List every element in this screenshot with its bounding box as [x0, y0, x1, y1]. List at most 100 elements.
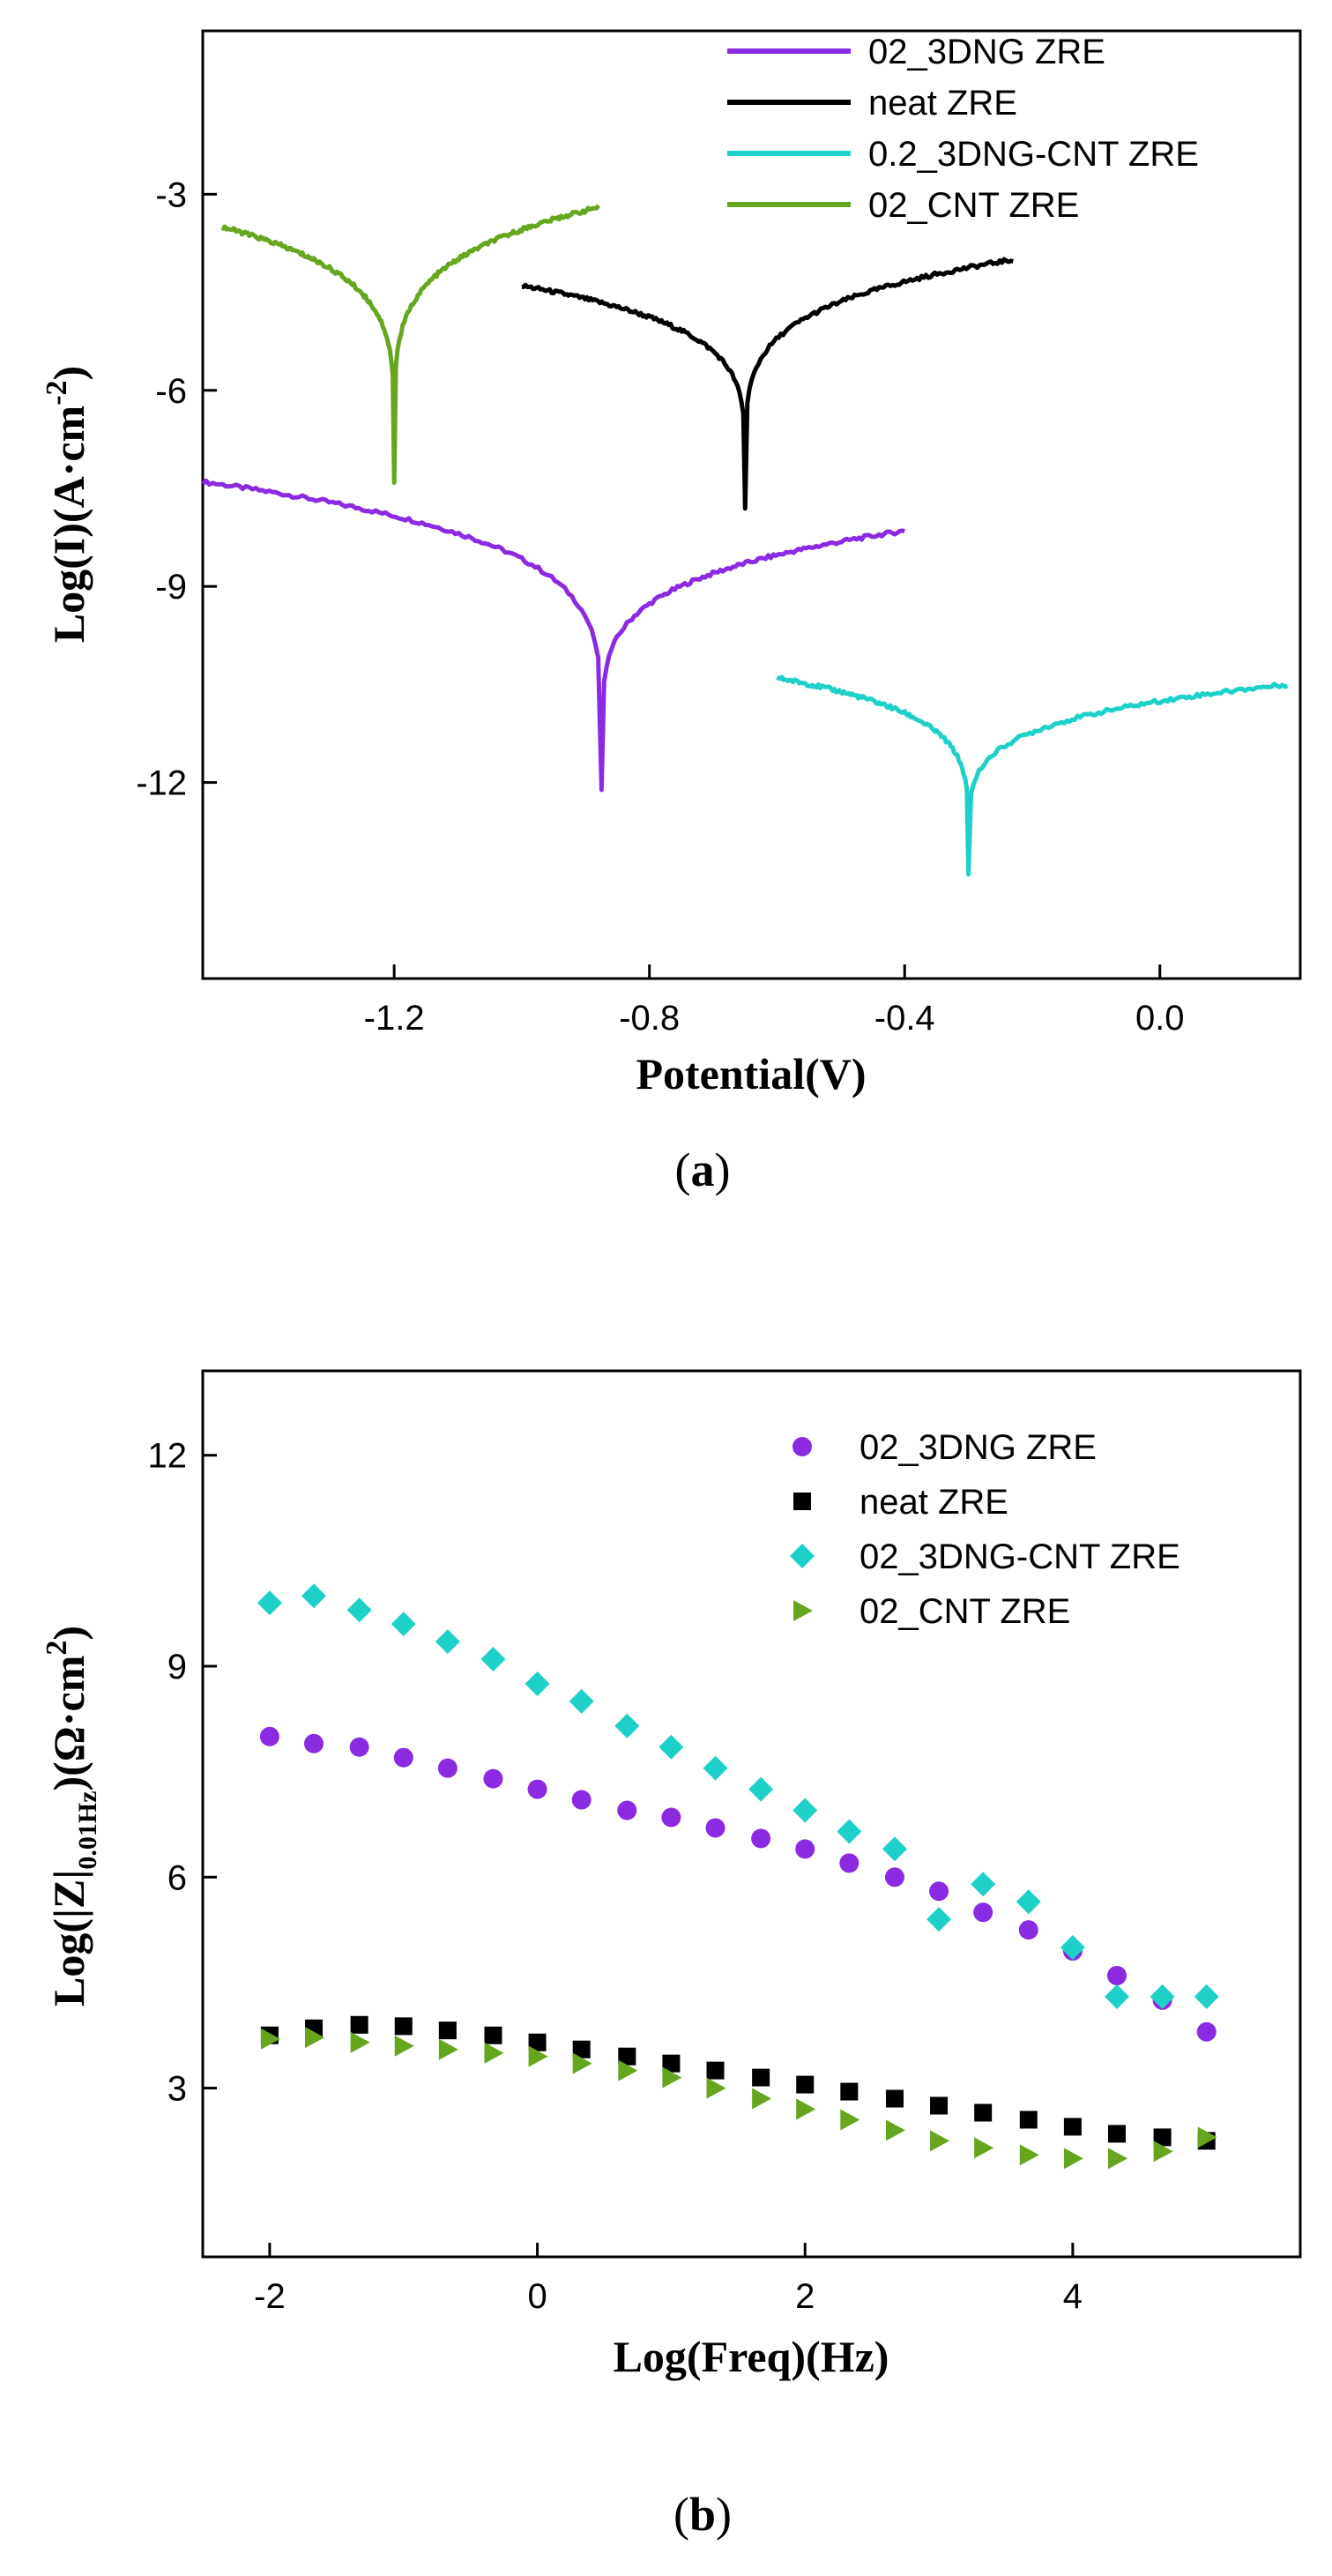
legend-label: 02_CNT ZRE — [868, 186, 1079, 225]
data-point — [971, 1872, 996, 1897]
data-point — [930, 2096, 949, 2115]
data-point — [929, 1881, 949, 1902]
panel-caption-letter: b — [689, 2488, 716, 2541]
y-axis-label-main: Log(I)(A·cm — [44, 406, 93, 643]
y-axis-label-sub: 0.01Hz — [73, 1791, 102, 1869]
legend: 02_3DNG ZRE neat ZRE 02_3DNG-CNT ZRE 02_CNT… — [790, 1428, 1180, 1631]
data-point — [885, 2119, 905, 2141]
x-tick-label: 0.0 — [1135, 999, 1185, 1038]
data-point — [617, 1800, 637, 1820]
y-tick-label: -12 — [136, 764, 187, 803]
legend-label: 02_3DNG ZRE — [868, 33, 1105, 71]
x-axis-label: Log(Freq)(Hz) — [614, 2332, 889, 2381]
data-point — [840, 2109, 860, 2131]
x-axis-label: Potential(V) — [636, 1049, 866, 1098]
y-axis-label-mid: )(Ω·cm — [44, 1656, 93, 1791]
data-point — [391, 1612, 416, 1637]
legend-label: 02_CNT ZRE — [859, 1592, 1070, 1631]
data-point — [483, 1768, 503, 1789]
data-point — [839, 1853, 859, 1873]
data-point — [394, 2035, 414, 2057]
data-point — [525, 1671, 550, 1696]
data-point — [301, 1583, 327, 1609]
impedance-chart: -2 0 2 4 3 6 9 12 02_3DNG ZRE neat ZRE 02_3DNG-C… — [41, 1369, 1302, 2541]
data-point — [1194, 1984, 1219, 2009]
y-tick-label: 6 — [167, 1858, 187, 1897]
y-tick-label: 12 — [148, 1437, 188, 1476]
series-line — [521, 257, 1014, 511]
data-point — [1196, 2021, 1217, 2042]
x-tick-label: -1.2 — [364, 999, 425, 1038]
legend-label: 0.2_3DNG-CNT ZRE — [868, 135, 1199, 174]
data-point — [480, 1647, 506, 1672]
y-axis-label-close: ) — [44, 366, 93, 381]
y-axis-label: Log(I)(A·cm-2) — [41, 366, 93, 643]
data-point — [614, 1713, 640, 1738]
data-point — [1150, 1984, 1175, 2009]
y-tick-label: -9 — [155, 568, 187, 607]
x-axis: -1.2 -0.8 -0.4 0.0 — [364, 964, 1185, 1038]
data-point — [796, 2075, 815, 2094]
data-point — [260, 2028, 280, 2050]
data-point — [305, 2027, 325, 2049]
data-point — [1106, 1965, 1127, 1985]
data-point — [346, 1597, 372, 1623]
x-tick-label: -0.4 — [874, 999, 935, 1038]
data-point — [1016, 1889, 1041, 1915]
legend-label: 02_3DNG ZRE — [859, 1428, 1097, 1467]
data-point — [706, 2077, 726, 2099]
y-axis-label-main: Log(|Z| — [44, 1870, 93, 2006]
data-point — [1104, 1984, 1129, 2009]
data-point — [1019, 2144, 1039, 2166]
data-point — [528, 2045, 548, 2067]
data-point — [304, 1733, 324, 1753]
data-point — [1063, 2148, 1083, 2170]
data-point — [973, 1902, 993, 1923]
legend-label: neat ZRE — [859, 1483, 1008, 1522]
data-point — [484, 2042, 504, 2064]
data-point — [438, 2038, 458, 2060]
data-point — [837, 1819, 862, 1844]
data-point — [1063, 2118, 1082, 2136]
y-axis: 3 6 9 12 — [148, 1437, 217, 2109]
data-point — [1153, 2140, 1173, 2163]
data-point — [438, 2021, 457, 2040]
data-point — [793, 1798, 818, 1823]
data-point — [1153, 2128, 1172, 2147]
y-axis-label-close: ) — [44, 1626, 93, 1641]
data-point — [705, 1818, 726, 1838]
series-line — [220, 204, 600, 486]
data-point — [618, 2059, 638, 2081]
data-point — [618, 2047, 636, 2066]
series-line — [201, 478, 905, 793]
data-point — [394, 2017, 413, 2036]
data-point — [885, 2089, 904, 2108]
plot-frame — [201, 1369, 1302, 2259]
data-point — [752, 2068, 770, 2087]
x-axis: -2 0 2 4 — [254, 2243, 1083, 2316]
panel-a: -1.2 -0.8 -0.4 0.0 -3 -6 -9 -12 02_3DNG ZRE nea… — [0, 0, 1332, 1234]
legend-label: 02_3DNG-CNT ZRE — [859, 1537, 1180, 1576]
data-point — [795, 1839, 815, 1859]
data-point — [572, 2040, 591, 2059]
legend-marker — [793, 1493, 811, 1510]
data-point — [350, 2031, 370, 2053]
data-point — [661, 1807, 681, 1828]
data-point — [527, 1779, 547, 1799]
data-point — [974, 2137, 994, 2159]
x-tick-label: 0 — [527, 2277, 547, 2316]
data-point — [1107, 2148, 1127, 2170]
panel-caption: (b) — [673, 2488, 732, 2541]
data-point — [882, 1836, 907, 1862]
data-point — [840, 2082, 859, 2101]
legend-marker — [793, 1600, 813, 1621]
series-group — [257, 1583, 1219, 2170]
data-point — [748, 1776, 774, 1802]
y-axis: -3 -6 -9 -12 — [136, 175, 217, 803]
series-line — [776, 674, 1289, 877]
panel-caption: (a) — [675, 1143, 731, 1196]
data-point — [752, 2088, 772, 2110]
data-point — [393, 1747, 413, 1768]
x-tick-label: -0.8 — [619, 999, 680, 1038]
y-tick-label: 9 — [167, 1648, 187, 1686]
